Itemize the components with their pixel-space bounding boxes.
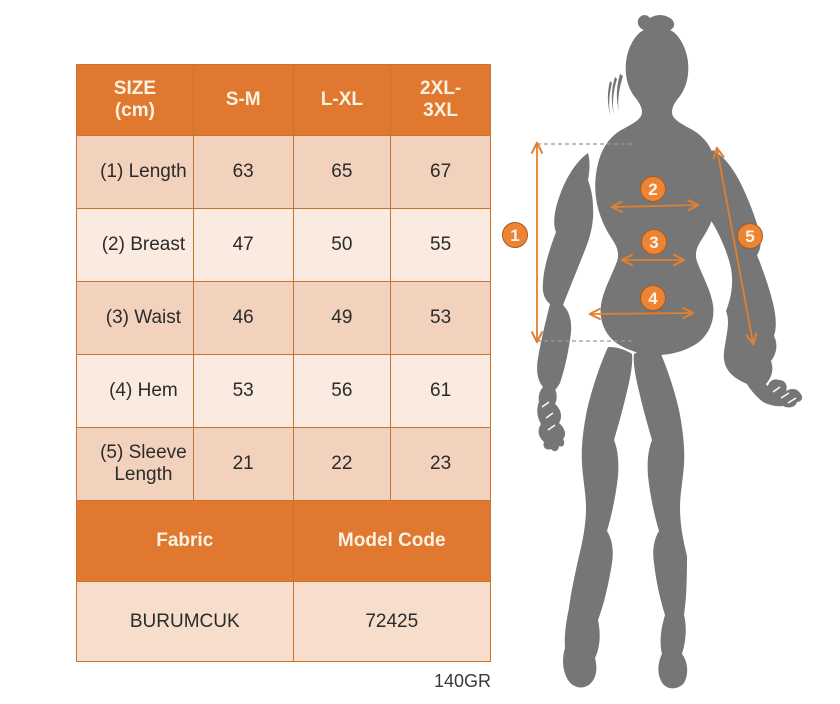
svg-text:2: 2 xyxy=(648,180,657,199)
svg-text:4: 4 xyxy=(648,289,658,308)
svg-text:3: 3 xyxy=(649,233,658,252)
svg-text:5: 5 xyxy=(745,227,754,246)
svg-text:1: 1 xyxy=(510,226,519,245)
